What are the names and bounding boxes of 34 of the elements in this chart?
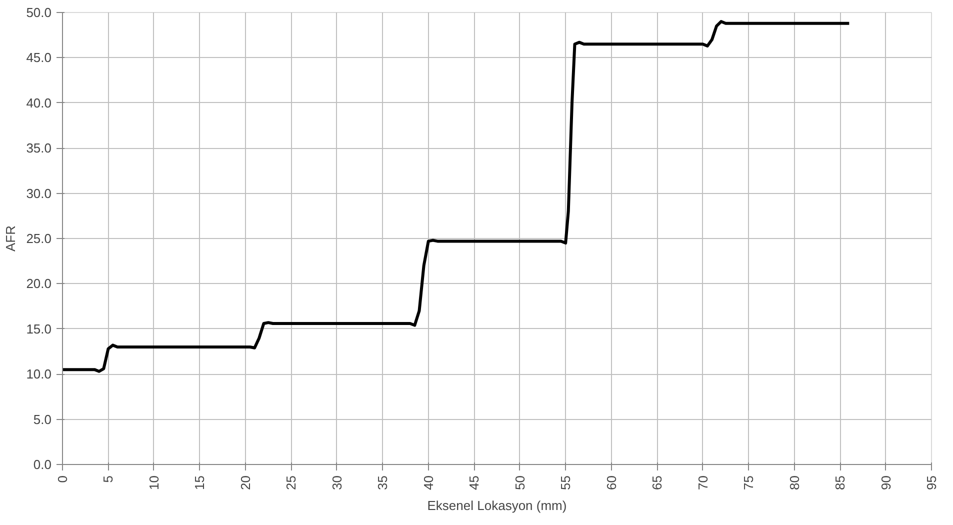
x-tick-label: 70	[695, 475, 710, 490]
x-tick-label: 65	[650, 475, 665, 490]
y-tick-label: 10.0	[26, 366, 52, 382]
y-tick-label: 15.0	[26, 321, 52, 336]
y-tick-label: 0.0	[33, 457, 52, 472]
y-tick-label: 20.0	[26, 276, 52, 292]
x-tick-label: 90	[878, 475, 894, 490]
y-tick-label: 5.0	[33, 412, 52, 427]
y-tick-label: 45.0	[26, 50, 52, 66]
x-tick-label: 45	[466, 475, 482, 490]
x-tick-label: 60	[604, 475, 619, 490]
x-tick-label: 85	[832, 475, 848, 490]
x-tick-label: 40	[420, 475, 436, 490]
x-tick-label: 80	[786, 475, 802, 490]
line-series	[62, 20, 851, 373]
x-tick-label: 15	[192, 475, 208, 490]
x-tick-label: 20	[238, 475, 253, 490]
y-axis-title: AFR	[3, 226, 18, 252]
y-tick-label: 35.0	[26, 140, 52, 156]
y-tick-label: 30.0	[26, 186, 52, 201]
x-tick-label: 25	[284, 475, 299, 490]
x-axis-title: Eksenel Lokasyon (mm)	[427, 498, 567, 513]
x-tick-label: 10	[146, 475, 162, 490]
x-tick-label: 75	[741, 475, 756, 490]
x-tick-label: 55	[558, 475, 574, 490]
x-tick-label: 35	[375, 475, 390, 490]
x-tick-label: 95	[924, 475, 939, 490]
y-tick-label: 25.0	[26, 231, 52, 246]
x-tick-label: 5	[100, 475, 116, 483]
y-tick-label: 40.0	[26, 95, 52, 110]
y-tick-label: 50.0	[26, 5, 52, 20]
x-tick-label: 0	[55, 475, 70, 483]
x-tick-label: 30	[329, 475, 344, 490]
x-tick-label: 50	[512, 475, 528, 490]
